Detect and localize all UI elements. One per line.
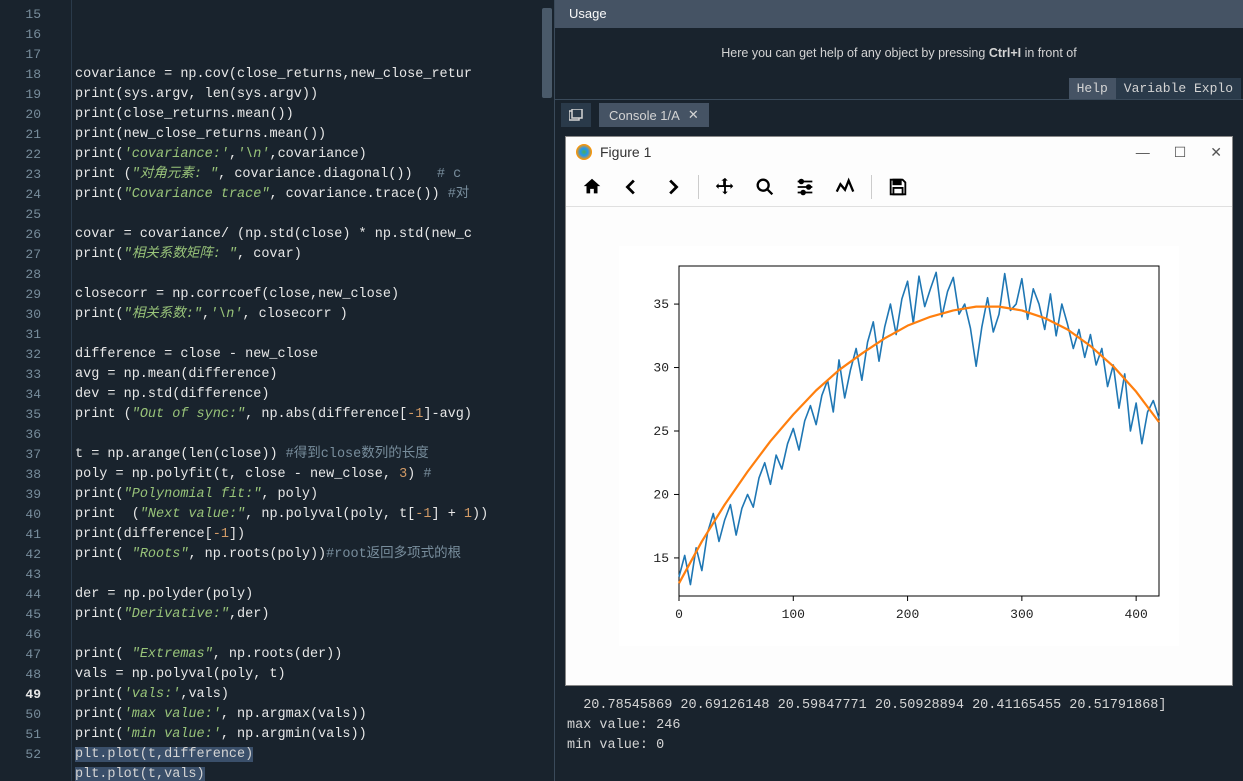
- code-line[interactable]: avg = np.mean(difference): [55, 365, 554, 385]
- code-line[interactable]: [55, 625, 554, 645]
- code-line[interactable]: covar = covariance/ (np.std(close) * np.…: [55, 225, 554, 245]
- close-window-icon[interactable]: ✕: [1210, 144, 1222, 161]
- code-line[interactable]: print("Derivative:",der): [55, 605, 554, 625]
- code-line[interactable]: der = np.polyder(poly): [55, 585, 554, 605]
- svg-text:20: 20: [653, 487, 669, 502]
- maximize-icon[interactable]: ☐: [1174, 144, 1187, 161]
- code-line[interactable]: print(new_close_returns.mean()): [55, 125, 554, 145]
- code-line[interactable]: covariance = np.cov(close_returns,new_cl…: [55, 65, 554, 85]
- toolbar-separator: [871, 175, 872, 199]
- code-line[interactable]: dev = np.std(difference): [55, 385, 554, 405]
- code-line[interactable]: print(close_returns.mean()): [55, 105, 554, 125]
- help-header: Usage: [555, 0, 1243, 28]
- help-pane: Usage Here you can get help of any objec…: [555, 0, 1243, 100]
- close-icon[interactable]: ✕: [688, 107, 699, 123]
- code-line[interactable]: poly = np.polyfit(t, close - new_close, …: [55, 465, 554, 485]
- configure-icon[interactable]: [791, 173, 819, 201]
- code-line[interactable]: print ("对角元素: ", covariance.diagonal()) …: [55, 165, 554, 185]
- figure-title: Figure 1: [600, 144, 651, 160]
- code-line[interactable]: print ("Next value:", np.polyval(poly, t…: [55, 505, 554, 525]
- code-line[interactable]: closecorr = np.corrcoef(close,new_close): [55, 285, 554, 305]
- svg-text:15: 15: [653, 551, 669, 566]
- code-line[interactable]: print('vals:',vals): [55, 685, 554, 705]
- help-tabs: HelpVariable Explo: [555, 78, 1243, 99]
- figure-plot: 0 100 200 300 400 15 20 25 30 35: [566, 207, 1232, 685]
- line-number-gutter: 1516171819202122232425262728293031323334…: [0, 0, 55, 781]
- code-line[interactable]: [55, 565, 554, 585]
- popout-button[interactable]: [561, 103, 591, 127]
- figure-window: Figure 1 — ☐ ✕: [565, 136, 1233, 686]
- code-line[interactable]: [55, 265, 554, 285]
- code-line[interactable]: plt.plot(t,vals): [55, 765, 554, 781]
- forward-icon[interactable]: [658, 173, 686, 201]
- tab-help[interactable]: Help: [1069, 78, 1116, 99]
- code-line[interactable]: print(sys.argv, len(sys.argv)): [55, 85, 554, 105]
- tab-variable-explorer[interactable]: Variable Explo: [1116, 78, 1241, 99]
- svg-text:200: 200: [896, 607, 919, 622]
- help-body: Here you can get help of any object by p…: [555, 28, 1243, 78]
- code-line[interactable]: print('max value:', np.argmax(vals)): [55, 705, 554, 725]
- code-line[interactable]: print( "Roots", np.roots(poly))#root返回多项…: [55, 545, 554, 565]
- code-line[interactable]: print("相关系数矩阵: ", covar): [55, 245, 554, 265]
- code-line[interactable]: print("Covariance trace", covariance.tra…: [55, 185, 554, 205]
- svg-text:400: 400: [1124, 607, 1147, 622]
- code-line[interactable]: print("Polynomial fit:", poly): [55, 485, 554, 505]
- code-line[interactable]: print(difference[-1]): [55, 525, 554, 545]
- code-line[interactable]: print( "Extremas", np.roots(der)): [55, 645, 554, 665]
- save-icon[interactable]: [884, 173, 912, 201]
- code-line[interactable]: print('min value:', np.argmin(vals)): [55, 725, 554, 745]
- console-output[interactable]: 20.78545869 20.69126148 20.59847771 20.5…: [555, 692, 1243, 760]
- code-editor[interactable]: 1516171819202122232425262728293031323334…: [0, 0, 555, 781]
- code-line[interactable]: [55, 325, 554, 345]
- code-line[interactable]: vals = np.polyval(poly, t): [55, 665, 554, 685]
- back-icon[interactable]: [618, 173, 646, 201]
- code-line[interactable]: difference = close - new_close: [55, 345, 554, 365]
- code-line[interactable]: print('covariance:','\n',covariance): [55, 145, 554, 165]
- console-line: 20.78545869 20.69126148 20.59847771 20.5…: [567, 696, 1231, 716]
- pan-icon[interactable]: [711, 173, 739, 201]
- svg-text:0: 0: [675, 607, 683, 622]
- edit-icon[interactable]: [831, 173, 859, 201]
- code-line[interactable]: print ("Out of sync:", np.abs(difference…: [55, 405, 554, 425]
- code-line[interactable]: [55, 425, 554, 445]
- console-line: max value: 246: [567, 716, 1231, 736]
- scrollbar-thumb[interactable]: [542, 8, 552, 98]
- matplotlib-chart: 0 100 200 300 400 15 20 25 30 35: [619, 246, 1179, 646]
- figure-toolbar: [566, 167, 1232, 207]
- svg-text:300: 300: [1010, 607, 1033, 622]
- code-line[interactable]: print("相关系数:",'\n', closecorr ): [55, 305, 554, 325]
- code-line[interactable]: plt.plot(t,difference): [55, 745, 554, 765]
- console-tab-label: Console 1/A: [609, 108, 680, 123]
- code-line[interactable]: [55, 205, 554, 225]
- help-key: Ctrl+I: [989, 46, 1021, 60]
- code-line[interactable]: t = np.arange(len(close)) #得到close数列的长度: [55, 445, 554, 465]
- svg-text:35: 35: [653, 297, 669, 312]
- figure-titlebar[interactable]: Figure 1 — ☐ ✕: [566, 137, 1232, 167]
- console-tabbar: Console 1/A ✕: [555, 100, 1243, 130]
- matplotlib-icon: [576, 144, 592, 160]
- svg-text:30: 30: [653, 361, 669, 376]
- code-area[interactable]: covariance = np.cov(close_returns,new_cl…: [55, 0, 554, 781]
- help-text-suffix: in front of: [1021, 46, 1077, 60]
- console-tab[interactable]: Console 1/A ✕: [599, 103, 709, 127]
- help-text-prefix: Here you can get help of any object by p…: [721, 46, 989, 60]
- console-line: min value: 0: [567, 736, 1231, 756]
- right-pane: Usage Here you can get help of any objec…: [555, 0, 1243, 781]
- minimize-icon[interactable]: —: [1136, 144, 1150, 161]
- svg-text:100: 100: [782, 607, 805, 622]
- svg-text:25: 25: [653, 424, 669, 439]
- home-icon[interactable]: [578, 173, 606, 201]
- toolbar-separator: [698, 175, 699, 199]
- indent-guide: [71, 0, 72, 781]
- console-pane: Console 1/A ✕ Figure 1 — ☐ ✕: [555, 100, 1243, 781]
- zoom-icon[interactable]: [751, 173, 779, 201]
